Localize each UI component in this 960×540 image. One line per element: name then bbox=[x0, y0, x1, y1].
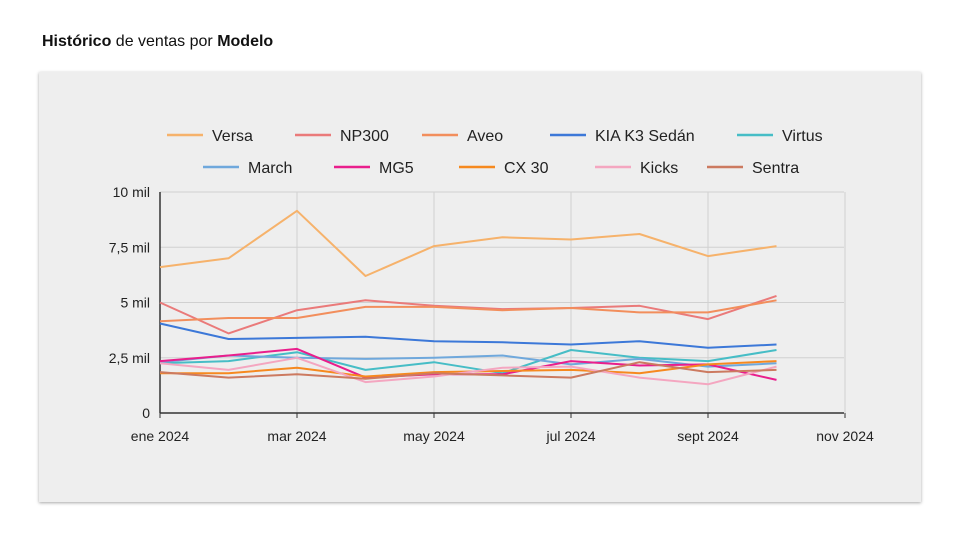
legend-item-mg5[interactable]: MG5 bbox=[334, 160, 414, 177]
legend-label: Sentra bbox=[752, 160, 799, 177]
title-bold-modelo: Modelo bbox=[217, 33, 274, 50]
series-line-kia-k3-sed-n bbox=[159, 322, 777, 349]
x-tick-label: may 2024 bbox=[403, 428, 465, 444]
y-tick-label: 2,5 mil bbox=[109, 350, 150, 366]
legend-item-sentra[interactable]: Sentra bbox=[707, 160, 799, 177]
y-tick-label: 0 bbox=[142, 405, 150, 421]
x-tick-label: sept 2024 bbox=[677, 428, 739, 444]
legend-label: NP300 bbox=[340, 128, 389, 145]
y-tick-label: 5 mil bbox=[120, 295, 150, 311]
series-line-kicks bbox=[159, 356, 777, 386]
x-tick-label: mar 2024 bbox=[267, 428, 326, 444]
legend-layer: Versa NP300 Aveo KIA K3 Sedán Virtus March MG5… bbox=[167, 128, 823, 177]
x-tick-label: jul 2024 bbox=[545, 428, 595, 444]
legend-item-versa[interactable]: Versa bbox=[167, 128, 253, 145]
legend-label: Kicks bbox=[640, 160, 678, 177]
title-middle-text: de ventas por bbox=[111, 33, 218, 50]
legend-item-march[interactable]: March bbox=[203, 160, 292, 177]
series-line-aveo bbox=[159, 299, 777, 323]
series-layer bbox=[159, 209, 777, 386]
series-line-np300 bbox=[159, 294, 777, 335]
legend-item-cx-30[interactable]: CX 30 bbox=[459, 160, 549, 177]
legend-label: CX 30 bbox=[504, 160, 549, 177]
page-title: Histórico de ventas por Modelo bbox=[42, 33, 273, 51]
y-tick-label: 7,5 mil bbox=[109, 239, 150, 255]
legend-label: MG5 bbox=[379, 160, 414, 177]
x-tick-label: ene 2024 bbox=[131, 428, 190, 444]
legend-item-virtus[interactable]: Virtus bbox=[737, 128, 823, 145]
legend-label: Versa bbox=[212, 128, 253, 145]
legend-item-np300[interactable]: NP300 bbox=[295, 128, 389, 145]
legend-label: Aveo bbox=[467, 128, 503, 145]
legend-item-aveo[interactable]: Aveo bbox=[422, 128, 503, 145]
series-line-sentra bbox=[159, 361, 777, 380]
series-line-versa bbox=[159, 209, 777, 277]
chart-card bbox=[39, 72, 921, 502]
title-bold-historico: Histórico bbox=[42, 33, 112, 50]
legend-item-kia-k3-sed-n[interactable]: KIA K3 Sedán bbox=[550, 128, 695, 145]
legend-label: March bbox=[248, 160, 292, 177]
axis-layer: 0 2,5 mil 5 mil 7,5 mil 10 mil ene 2024 mar 20… bbox=[109, 184, 874, 444]
legend-label: Virtus bbox=[782, 128, 823, 145]
x-tick-label: nov 2024 bbox=[816, 428, 874, 444]
series-line-march bbox=[159, 354, 777, 368]
legend-label: KIA K3 Sedán bbox=[595, 128, 695, 145]
grid-layer bbox=[160, 191, 846, 413]
y-tick-label: 10 mil bbox=[113, 184, 150, 200]
legend-item-kicks[interactable]: Kicks bbox=[595, 160, 678, 177]
